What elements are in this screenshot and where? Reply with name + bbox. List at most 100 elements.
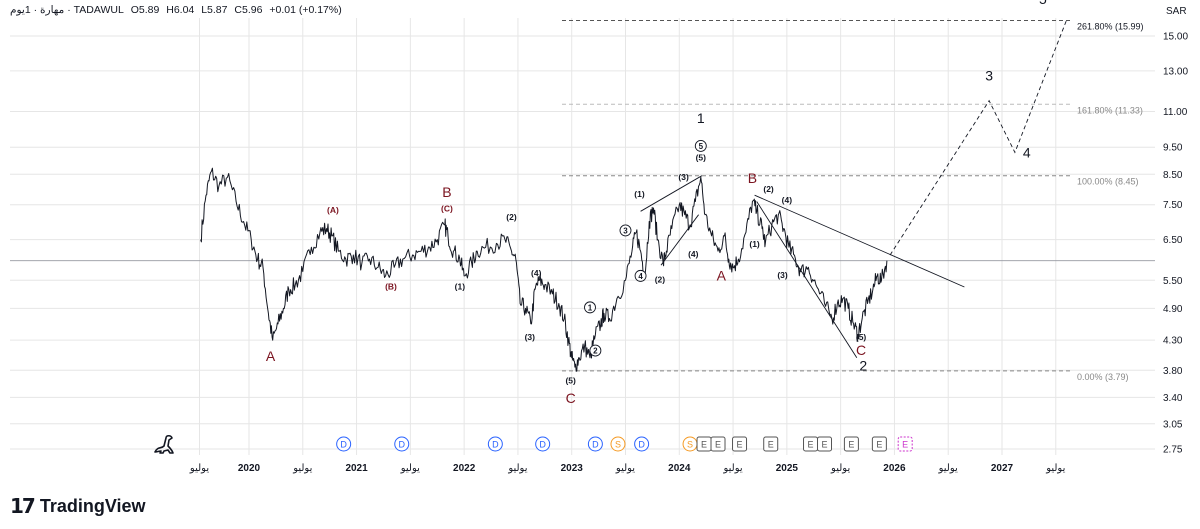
event-marker-label: E: [737, 440, 743, 450]
x-axis-tick-label: 2022: [453, 463, 476, 474]
wave-label: 2: [859, 357, 867, 373]
close-value: C5.96: [234, 4, 263, 16]
x-axis-tick-label: يوليو: [830, 463, 850, 474]
y-axis-tick-label: 5.50: [1163, 276, 1183, 287]
x-axis-tick-label: يوليو: [1045, 463, 1065, 474]
wave-label: B: [748, 170, 757, 186]
circled-wave-marker: [589, 344, 602, 357]
circled-wave-marker: [694, 139, 707, 152]
dividend-event-marker: [587, 436, 603, 452]
event-marker-label: E: [821, 440, 827, 450]
y-axis-tick-label: 4.90: [1163, 304, 1183, 315]
circled-wave-marker: [584, 301, 596, 314]
trendline: [889, 20, 1067, 256]
dividend-event-marker: [336, 436, 352, 452]
y-axis-tick-label: 6.50: [1163, 235, 1183, 246]
y-axis-tick-label: 11.00: [1163, 107, 1188, 118]
y-axis-tick-label: 2.75: [1163, 445, 1183, 456]
x-axis-tick-label: 2021: [345, 463, 368, 474]
x-axis-tick-label: 2024: [668, 463, 691, 474]
chart-header: مهارة · 1يوم · TADAWUL O5.89 H6.04 L5.87…: [10, 4, 346, 16]
high-value: H6.04: [166, 4, 195, 16]
x-axis-tick-label: 2027: [991, 463, 1014, 474]
wave-label: (2): [506, 212, 517, 222]
event-marker-label: D: [340, 440, 347, 450]
tradingview-logo-icon: 17: [10, 494, 36, 518]
circled-wave-marker: [619, 224, 632, 237]
event-marker-label: D: [399, 440, 406, 450]
circled-wave-label: 1: [588, 303, 593, 312]
wave-label: 3: [985, 67, 993, 83]
wave-label: B: [442, 184, 451, 200]
split-event-marker: [610, 436, 626, 452]
trendline: [756, 201, 858, 359]
wave-label: 4: [1023, 145, 1031, 161]
wave-label: (5): [565, 375, 576, 385]
earnings-event-marker: [843, 436, 859, 452]
tradingview-wordmark: TradingView: [39, 495, 146, 516]
dividend-event-marker: [487, 436, 503, 452]
circled-wave-label: 2: [593, 347, 598, 356]
y-axis-tick-label: 3.40: [1163, 393, 1183, 404]
event-marker-label: E: [876, 440, 882, 450]
event-marker-label: E: [715, 440, 721, 450]
currency-label[interactable]: SAR: [1166, 6, 1187, 17]
wave-label: (2): [763, 184, 774, 194]
y-axis-tick-label: 9.50: [1163, 143, 1183, 154]
open-value: O5.89: [130, 4, 160, 16]
x-axis-tick-label: يوليو: [400, 463, 420, 474]
wave-label: (3): [678, 172, 689, 182]
tradingview-branding[interactable]: 17 TradingView: [10, 494, 146, 518]
fib-level-label: 0.00% (3.79): [1077, 372, 1129, 382]
wave-label: (3): [525, 332, 536, 342]
wave-label: (5): [856, 332, 867, 342]
x-axis-tick-label: يوليو: [507, 463, 527, 474]
circled-wave-label: 4: [638, 272, 643, 281]
x-axis-tick-label: 2025: [776, 463, 799, 474]
event-marker-label: E: [848, 440, 854, 450]
x-axis-tick-label: يوليو: [292, 463, 312, 474]
wave-label: C: [856, 342, 866, 358]
earnings-event-marker: [897, 436, 913, 452]
y-axis-tick-label: 3.05: [1163, 419, 1183, 430]
wave-label: (2): [655, 274, 666, 284]
event-marker-label: E: [768, 440, 774, 450]
event-marker-label: D: [638, 440, 645, 450]
symbol-label[interactable]: مهارة · 1يوم · TADAWUL: [10, 4, 124, 16]
y-axis-tick-label: 7.50: [1163, 200, 1183, 211]
x-axis-tick-label: 2026: [883, 463, 906, 474]
fib-level-label: 100.00% (8.45): [1077, 177, 1139, 187]
dividend-event-marker: [634, 436, 650, 452]
fib-level-label: 161.80% (11.33): [1077, 105, 1143, 115]
earnings-event-marker: [710, 436, 726, 452]
wave-label: (4): [688, 249, 699, 259]
trendline: [754, 194, 965, 288]
earnings-event-marker: [817, 436, 833, 452]
wave-label: C: [566, 390, 576, 406]
y-axis-tick-label: 4.30: [1163, 336, 1183, 347]
wave-label: (1): [749, 239, 760, 249]
earnings-event-marker: [763, 436, 779, 452]
x-axis-tick-label: يوليو: [722, 463, 742, 474]
trendline: [660, 214, 699, 266]
change-value: +0.01 (+0.17%): [269, 4, 342, 16]
y-axis-tick-label: 13.00: [1163, 66, 1188, 77]
event-marker-label: D: [539, 440, 546, 450]
event-marker-label: D: [592, 440, 599, 450]
dividend-event-marker: [394, 436, 410, 452]
circled-wave-label: 3: [623, 226, 628, 235]
low-value: L5.87: [201, 4, 228, 16]
event-marker-label: S: [615, 440, 621, 450]
event-marker-label: S: [687, 440, 693, 450]
wave-label: (4): [531, 268, 542, 278]
wave-label: 5: [1039, 0, 1047, 7]
x-axis-tick-label: يوليو: [615, 463, 635, 474]
event-marker-label: E: [808, 440, 814, 450]
dinosaur-icon[interactable]: [152, 432, 176, 456]
wave-label: 1: [697, 110, 705, 126]
earnings-event-marker: [732, 436, 748, 452]
y-axis-tick-label: 3.80: [1163, 366, 1183, 377]
y-axis-tick-label: 8.50: [1163, 170, 1183, 181]
event-marker-label: E: [701, 440, 707, 450]
